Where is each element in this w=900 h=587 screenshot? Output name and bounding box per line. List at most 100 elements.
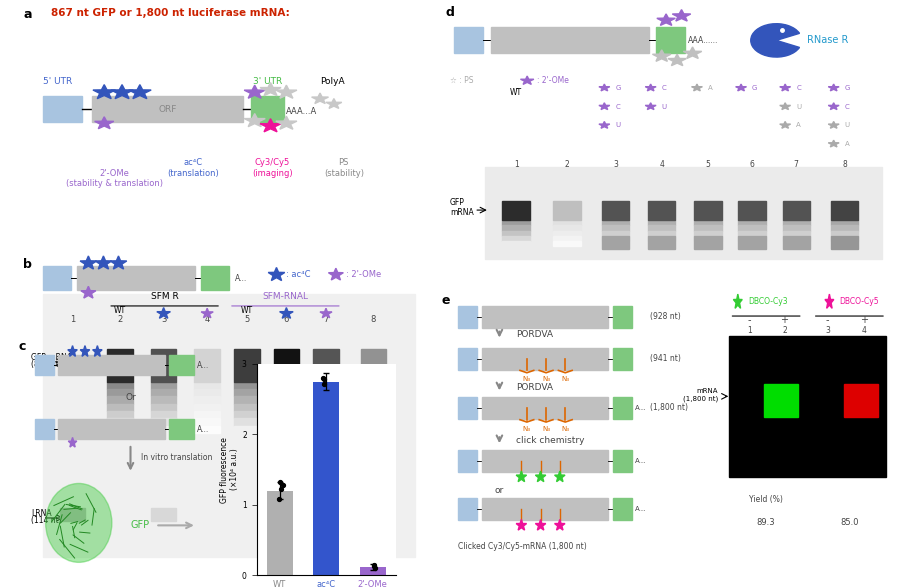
Text: DBCO-Cy5: DBCO-Cy5 xyxy=(840,298,879,306)
Bar xyxy=(151,389,176,396)
Bar xyxy=(831,220,859,225)
Text: WT: WT xyxy=(240,305,253,315)
Bar xyxy=(738,225,766,231)
Text: LRNA: LRNA xyxy=(31,510,51,518)
Bar xyxy=(656,28,685,53)
Polygon shape xyxy=(275,116,297,129)
Bar xyxy=(482,348,608,370)
Text: A: A xyxy=(708,85,713,91)
Text: GFP
mRNA: GFP mRNA xyxy=(450,197,473,217)
Bar xyxy=(234,404,260,411)
Text: ac⁴C
(translation): ac⁴C (translation) xyxy=(167,158,220,178)
Polygon shape xyxy=(598,122,610,129)
Bar xyxy=(107,411,133,419)
Bar xyxy=(313,389,338,396)
Text: 5: 5 xyxy=(706,160,710,169)
Polygon shape xyxy=(536,471,545,482)
Text: +: + xyxy=(860,315,868,325)
Polygon shape xyxy=(80,256,96,269)
Bar xyxy=(107,404,133,411)
Bar xyxy=(694,236,722,241)
Text: PolyA: PolyA xyxy=(320,77,345,86)
Text: -: - xyxy=(826,315,830,325)
Polygon shape xyxy=(110,256,127,269)
Bar xyxy=(313,382,339,575)
Bar xyxy=(274,382,299,389)
Bar xyxy=(502,236,530,241)
Y-axis label: GFP fluorescence
(×10⁴ a.u.): GFP fluorescence (×10⁴ a.u.) xyxy=(220,437,239,502)
Polygon shape xyxy=(68,346,77,356)
Text: A...: A... xyxy=(635,458,647,464)
Bar xyxy=(831,241,859,246)
Polygon shape xyxy=(691,84,702,91)
Polygon shape xyxy=(825,294,833,308)
Bar xyxy=(151,419,176,426)
Text: AAA......: AAA...... xyxy=(688,36,718,45)
Bar xyxy=(313,426,338,433)
Bar xyxy=(360,567,385,575)
Bar xyxy=(730,336,886,477)
Bar xyxy=(831,201,859,220)
Polygon shape xyxy=(326,99,342,109)
Polygon shape xyxy=(672,9,691,21)
Bar xyxy=(738,241,766,246)
Text: A: A xyxy=(796,122,801,128)
Bar xyxy=(35,355,54,375)
Bar xyxy=(194,426,220,433)
Bar xyxy=(502,225,530,231)
Bar xyxy=(43,266,70,289)
Text: WT: WT xyxy=(510,88,522,97)
Text: A...: A... xyxy=(635,506,647,512)
Text: U: U xyxy=(845,122,850,128)
Polygon shape xyxy=(828,103,839,110)
Bar xyxy=(59,508,86,521)
Bar xyxy=(313,404,338,411)
Bar xyxy=(313,396,338,404)
Bar xyxy=(458,498,478,520)
Polygon shape xyxy=(828,84,839,91)
Bar xyxy=(554,220,580,225)
Text: C: C xyxy=(616,103,620,110)
Bar xyxy=(234,382,260,389)
Bar xyxy=(58,419,166,439)
Bar xyxy=(194,396,220,404)
Bar xyxy=(107,396,133,404)
Text: RNase R: RNase R xyxy=(807,35,849,45)
Bar xyxy=(602,225,629,231)
Polygon shape xyxy=(520,76,534,85)
Bar xyxy=(782,225,810,231)
Polygon shape xyxy=(202,308,213,318)
Bar xyxy=(361,419,386,426)
Bar xyxy=(694,236,722,249)
Text: G: G xyxy=(752,85,758,91)
Bar xyxy=(554,236,580,241)
Bar xyxy=(107,419,133,426)
Text: PORDVA: PORDVA xyxy=(516,383,553,392)
Bar xyxy=(782,201,810,220)
Text: click chemistry: click chemistry xyxy=(516,436,584,445)
Bar xyxy=(602,231,629,236)
Text: 4: 4 xyxy=(204,315,210,325)
Bar xyxy=(648,225,675,231)
Bar xyxy=(613,348,632,370)
Polygon shape xyxy=(280,308,293,318)
Bar xyxy=(738,231,766,236)
Bar xyxy=(502,241,530,246)
Text: C: C xyxy=(796,85,801,91)
Text: 6: 6 xyxy=(284,315,289,325)
Bar xyxy=(502,220,530,225)
Text: 3: 3 xyxy=(825,326,830,335)
Bar xyxy=(482,306,608,328)
Bar xyxy=(151,411,176,419)
Bar xyxy=(694,220,722,225)
Bar xyxy=(194,382,220,389)
Text: 7: 7 xyxy=(794,160,798,169)
Text: A...: A... xyxy=(197,425,209,434)
Bar xyxy=(313,419,338,426)
Bar xyxy=(648,241,675,246)
Bar xyxy=(694,201,722,220)
Bar xyxy=(361,411,386,419)
Text: 5' UTR: 5' UTR xyxy=(43,77,72,86)
Polygon shape xyxy=(328,268,343,280)
Text: ☆ : PS: ☆ : PS xyxy=(450,76,473,85)
